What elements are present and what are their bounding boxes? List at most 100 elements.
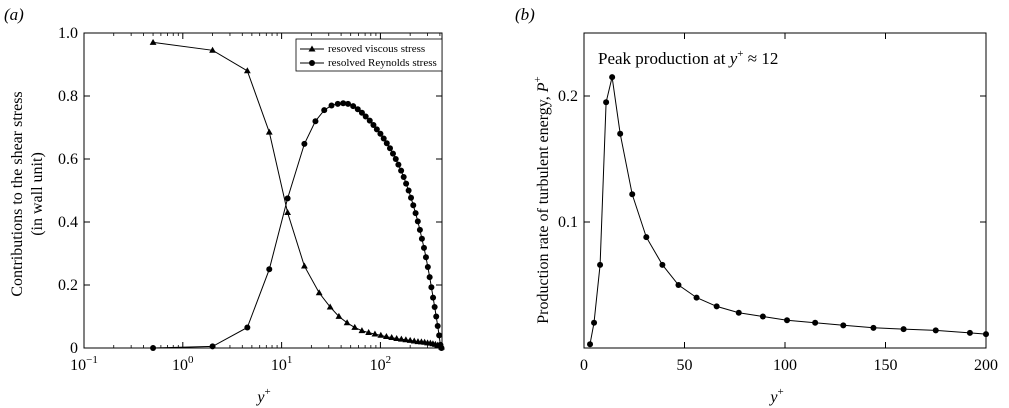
x-tick-label: 102 [370,354,392,374]
series-1-point [380,135,387,142]
panel-a-x-label: y+ [255,386,270,406]
series-1-point [392,156,399,162]
series-1-point [328,102,335,109]
series-0-point [675,282,682,288]
panel-a-y-label-line2: (in wall unit) [29,152,46,236]
series-0-point [870,324,877,331]
series-1-point [370,121,377,128]
x-tick-label: 200 [974,357,998,374]
series-0-point [735,309,742,316]
series-0-point [659,261,666,268]
series-0-point [587,341,594,348]
series-1-point [266,266,273,273]
panel-b-x-label: y+ [768,386,783,406]
series-0-point [406,336,414,343]
series-1-point [362,113,369,120]
series-1-point [383,140,390,147]
series-0-point [149,38,157,45]
legend-label-viscous: resoved viscous stress [328,43,425,55]
series-0-point [966,329,973,336]
x-tick-label: 10−1 [70,354,98,374]
series-1-line [153,102,442,349]
series-0-point [784,317,791,324]
panel-a-label: (a) [4,5,24,24]
series-1-point [334,100,341,107]
series-1-point [403,180,410,187]
series-0-point [209,46,216,53]
series-1-point [412,210,419,217]
series-1-point [321,107,328,114]
series-1-point [433,313,440,320]
series-0-point [597,261,604,268]
x-tick-label: 100 [172,354,194,374]
series-1-point [377,130,384,137]
series-0-point [591,319,598,326]
series-0-point [326,303,334,310]
y-tick-label: 0.1 [558,214,578,231]
series-1-point [418,235,425,242]
series-0-point [603,99,610,106]
y-tick-label: 0.2 [58,277,78,294]
legend-box [295,38,443,72]
panel-a-frame [83,32,443,349]
series-1-point [386,145,393,152]
series-0-point [693,294,700,301]
x-tick-label: 100 [773,357,797,374]
panel-a-x-ticks: 10−1 100 101 102 [70,33,441,374]
series-0-point [243,67,251,74]
series-0-point [383,333,390,340]
series-1-point [430,294,437,301]
series-1-point [428,284,435,291]
series-1-point [345,100,352,107]
series-1-point [389,150,396,157]
series-0-point [358,327,366,334]
series-0-point [377,331,385,338]
y-tick-label: 0.4 [58,214,78,231]
series-1-point [354,106,361,113]
legend-marker-triangle [308,45,316,52]
series-1-point [350,103,357,110]
series-1-point [424,264,431,271]
series-0-line [153,41,442,348]
series-1-point [301,140,308,147]
x-tick-label: 101 [271,354,293,374]
series-0-point [284,208,292,215]
panel-b: (b) 0.1 0.2 0 50 100 150 200 Production rate … [515,5,998,406]
panel-a-series [149,38,445,351]
series-0-point [343,319,351,326]
series-0-point [335,312,343,319]
series-1-point [405,187,412,194]
series-0-point [932,327,939,334]
series-0-line [589,76,987,345]
panel-b-x-ticks: 0 50 100 150 200 [580,33,998,374]
series-0-point [351,323,359,330]
series-1-point [434,322,441,329]
series-1-point [426,274,433,281]
series-0-point [402,336,410,343]
panel-a-y-label-line1: Contributions to the shear stress [9,91,26,296]
y-tick-label: 0.8 [58,88,78,105]
series-1-point [366,117,373,124]
series-0-point [365,328,373,335]
series-1-point [420,244,427,251]
series-1-point [410,202,417,209]
x-tick-label: 0 [580,357,588,374]
x-tick-label: 50 [677,357,693,374]
series-0-point [812,319,819,326]
series-1-point [414,218,421,225]
panel-a-y-ticks: 0 0.2 0.4 0.6 0.8 1.0 [58,25,442,357]
y-tick-label: 0.2 [558,88,578,105]
series-0-point [840,322,847,329]
panel-b-y-label: Production rate of turbulent energy, P+ [532,76,552,324]
series-0-point [609,74,616,81]
panel-a-legend: resoved viscous stress resolved Reynolds… [295,38,443,72]
series-0-point [371,330,379,337]
series-0-point [759,313,766,320]
series-1-point [284,195,291,202]
series-1-point [312,118,319,125]
series-1-point [340,100,347,107]
series-1-point [431,304,438,311]
legend-marker-circle [309,60,315,66]
y-tick-label: 0.6 [58,151,78,168]
series-0-point [397,335,405,342]
